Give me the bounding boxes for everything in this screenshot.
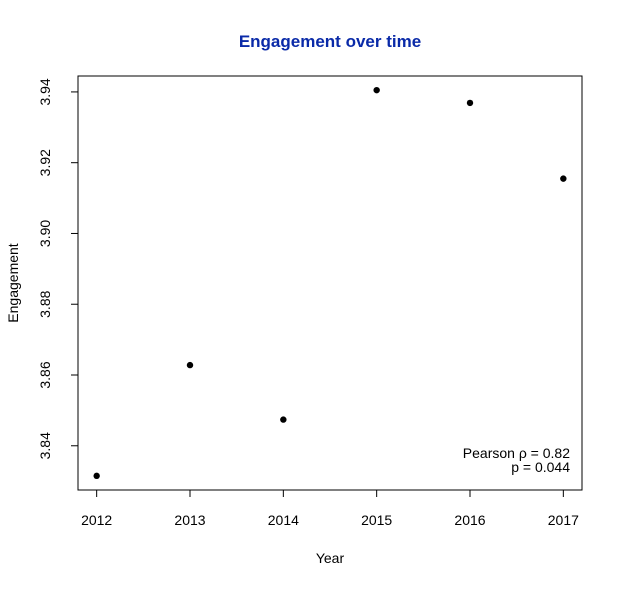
data-point-2016	[466, 99, 474, 107]
x-tick-label-2016: 2016	[454, 512, 485, 528]
x-axis: 2012 2013 2014 2015 2016 2017	[81, 490, 579, 528]
data-point-2015	[373, 86, 380, 94]
y-tick-label-3.86: 3.86	[37, 361, 53, 388]
x-tick-label-2012: 2012	[81, 512, 112, 528]
y-tick-label-3.92: 3.92	[37, 149, 53, 176]
pearson-annotation: Pearson ρ = 0.82	[463, 445, 570, 461]
y-tick-label-3.90: 3.90	[37, 220, 53, 247]
data-point-2013	[186, 361, 194, 369]
y-tick-label-3.84: 3.84	[37, 432, 53, 459]
x-tick-label-2013: 2013	[174, 512, 205, 528]
p-value-annotation: p = 0.044	[511, 459, 570, 475]
x-tick-label-2015: 2015	[361, 512, 392, 528]
data-point-2012	[93, 472, 100, 480]
data-points	[93, 86, 567, 480]
data-point-2017	[560, 175, 567, 182]
y-axis-label: Engagement	[5, 243, 21, 323]
x-tick-label-2014: 2014	[268, 512, 299, 528]
chart-title: Engagement over time	[239, 32, 421, 51]
plot-frame	[77, 75, 583, 491]
y-tick-label-3.88: 3.88	[37, 290, 53, 317]
x-tick-label-2017: 2017	[548, 512, 579, 528]
x-axis-label: Year	[316, 550, 345, 566]
y-tick-label-3.94: 3.94	[37, 78, 53, 105]
data-point-2014	[280, 416, 287, 423]
y-axis: 3.84 3.86 3.88 3.90 3.92 3.94	[37, 78, 78, 459]
